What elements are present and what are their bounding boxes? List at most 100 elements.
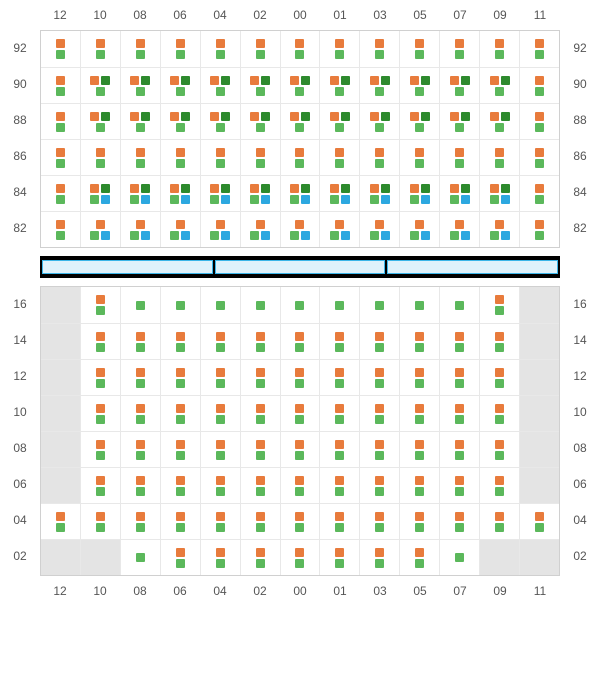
status-square: [290, 112, 299, 121]
status-square: [176, 50, 185, 59]
status-square: [335, 332, 344, 341]
status-square: [495, 415, 504, 424]
grid-cell: [80, 504, 120, 539]
status-square: [295, 87, 304, 96]
status-square: [375, 368, 384, 377]
status-square: [455, 332, 464, 341]
grid-cell: [240, 212, 280, 247]
status-square: [415, 159, 424, 168]
status-square: [256, 379, 265, 388]
status-square: [136, 415, 145, 424]
status-square: [341, 231, 350, 240]
column-label: 05: [400, 584, 440, 598]
grid-cell: [240, 176, 280, 211]
status-square: [301, 76, 310, 85]
status-square: [295, 332, 304, 341]
status-square: [295, 220, 304, 229]
status-square: [415, 379, 424, 388]
row-label: 84: [0, 174, 40, 210]
status-square: [96, 332, 105, 341]
status-square: [176, 343, 185, 352]
status-square: [56, 148, 65, 157]
status-square: [136, 368, 145, 377]
status-square: [455, 50, 464, 59]
status-square: [136, 451, 145, 460]
grid-cell: [200, 432, 240, 467]
status-square: [335, 440, 344, 449]
status-square: [495, 404, 504, 413]
status-square: [375, 404, 384, 413]
grid-cell: [160, 540, 200, 575]
top-column-header: 12100806040200010305070911: [0, 0, 600, 30]
status-square: [176, 548, 185, 557]
status-square: [335, 476, 344, 485]
grid-cell: [479, 324, 519, 359]
grid-cell: [240, 287, 280, 323]
status-square: [96, 306, 105, 315]
status-square: [176, 415, 185, 424]
grid-cell: [399, 104, 439, 139]
status-square: [210, 76, 219, 85]
status-square: [90, 76, 99, 85]
status-square: [335, 301, 344, 310]
grid-cell: [519, 212, 559, 247]
status-square: [455, 301, 464, 310]
grid-cell: [120, 360, 160, 395]
status-square: [250, 231, 259, 240]
status-square: [495, 306, 504, 315]
status-square: [221, 231, 230, 240]
status-square: [90, 184, 99, 193]
row-label: 08: [560, 430, 600, 466]
status-square: [216, 487, 225, 496]
grid-cell: [80, 31, 120, 67]
status-square: [370, 195, 379, 204]
grid-cell: [519, 324, 559, 359]
status-square: [335, 379, 344, 388]
status-square: [216, 87, 225, 96]
grid-cell: [479, 396, 519, 431]
column-label: 02: [240, 8, 280, 22]
status-square: [56, 39, 65, 48]
grid-cell: [200, 31, 240, 67]
status-square: [381, 112, 390, 121]
grid-cell: [399, 468, 439, 503]
status-square: [256, 548, 265, 557]
status-square: [136, 159, 145, 168]
grid-cell: [319, 468, 359, 503]
status-square: [415, 487, 424, 496]
status-square: [90, 231, 99, 240]
bar-segment: [42, 260, 213, 274]
status-square: [256, 523, 265, 532]
row-label: 14: [560, 322, 600, 358]
status-square: [535, 231, 544, 240]
column-label: 11: [520, 584, 560, 598]
grid-cell: [519, 504, 559, 539]
status-square: [375, 39, 384, 48]
status-square: [216, 50, 225, 59]
status-square: [176, 440, 185, 449]
status-square: [421, 231, 430, 240]
grid-cell: [200, 68, 240, 103]
status-square: [455, 476, 464, 485]
status-square: [176, 148, 185, 157]
rack-layout: 12100806040200010305070911 929088868482 …: [0, 0, 600, 606]
status-square: [290, 231, 299, 240]
status-square: [501, 231, 510, 240]
grid-cell: [160, 432, 200, 467]
status-square: [221, 195, 230, 204]
status-square: [450, 184, 459, 193]
grid-cell: [439, 104, 479, 139]
status-square: [141, 112, 150, 121]
status-square: [535, 112, 544, 121]
status-square: [295, 548, 304, 557]
status-square: [495, 220, 504, 229]
grid-cell: [359, 212, 399, 247]
status-square: [495, 87, 504, 96]
status-square: [96, 148, 105, 157]
status-square: [370, 112, 379, 121]
grid-cell: [41, 68, 80, 103]
status-square: [335, 87, 344, 96]
status-square: [141, 231, 150, 240]
status-square: [335, 343, 344, 352]
grid-cell: [399, 432, 439, 467]
